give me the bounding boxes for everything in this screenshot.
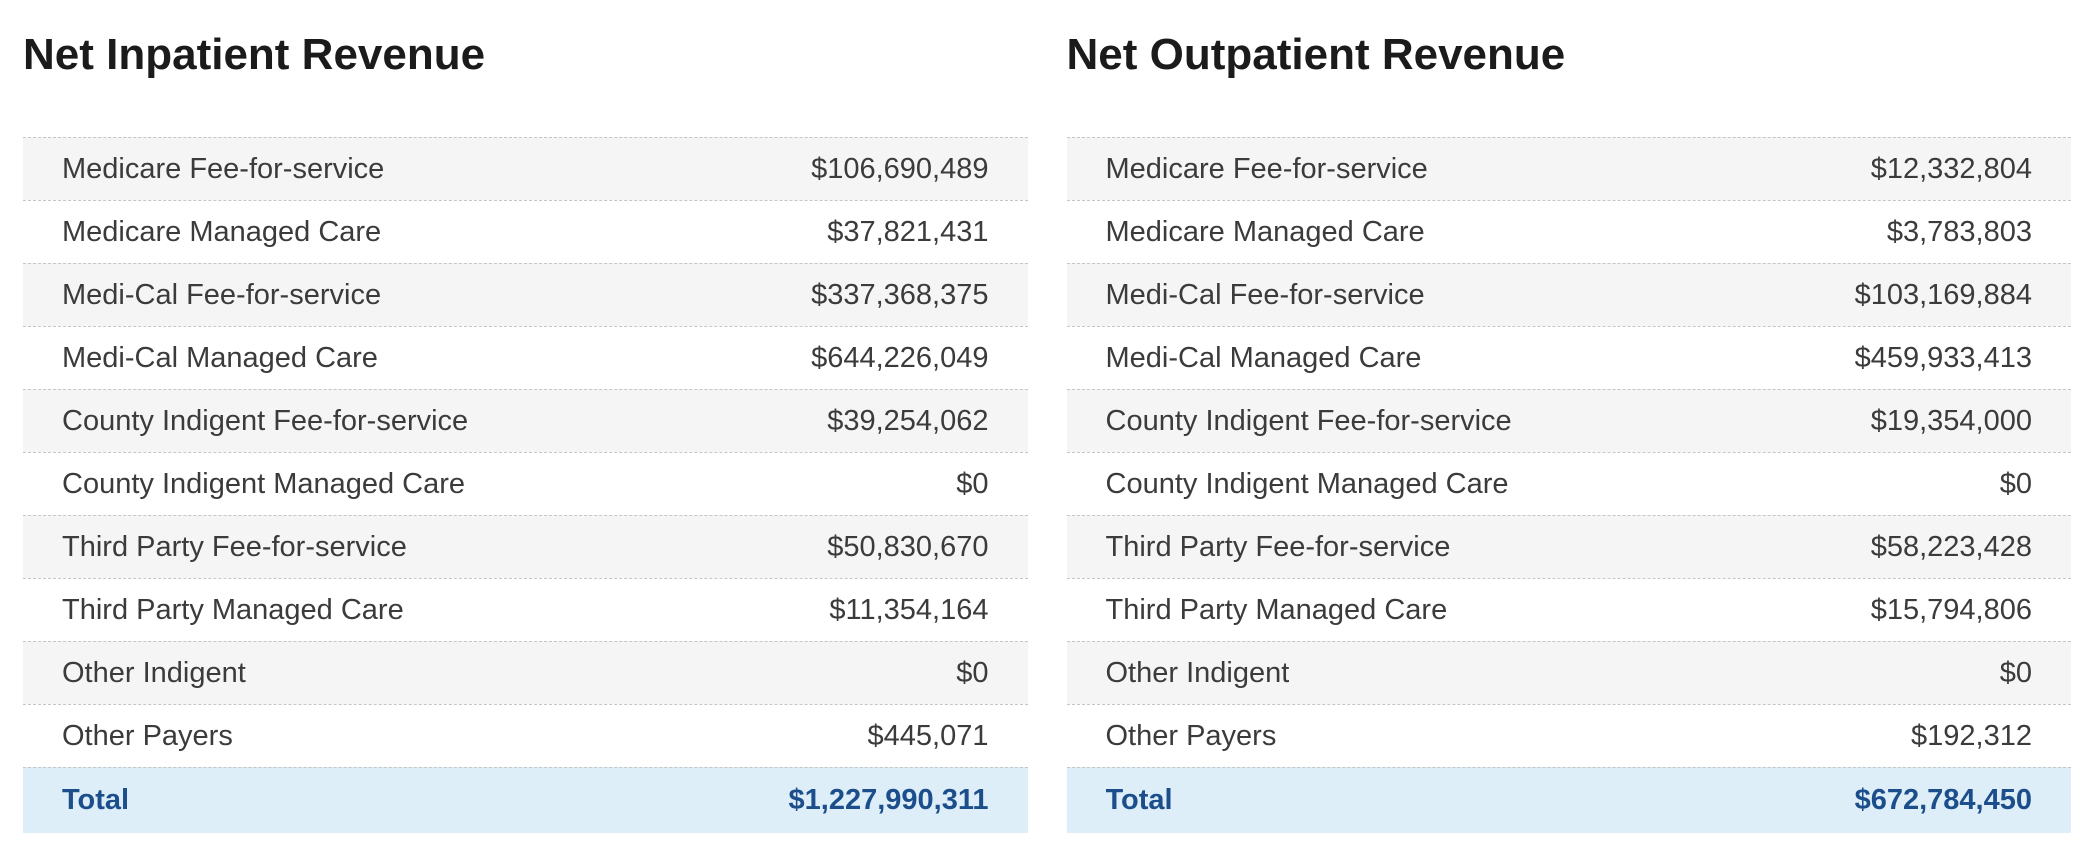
payer-label: Third Party Fee-for-service: [1105, 530, 1451, 563]
payer-label: Medicare Fee-for-service: [62, 152, 385, 185]
table-row: Third Party Managed Care $11,354,164: [23, 578, 1028, 642]
amount-value: $459,933,413: [1854, 341, 2032, 374]
table-row: Third Party Managed Care $15,794,806: [1066, 578, 2071, 642]
total-value: $1,227,990,311: [788, 784, 989, 817]
amount-value: $0: [956, 656, 989, 689]
payer-label: County Indigent Fee-for-service: [62, 404, 469, 437]
table-row: Other Indigent $0: [23, 641, 1028, 705]
inpatient-revenue-table: Medicare Fee-for-service $106,690,489 Medi…: [23, 137, 1028, 834]
total-label: Total: [62, 784, 130, 817]
amount-value: $39,254,062: [827, 404, 989, 437]
revenue-dashboard: Net Inpatient Revenue Medicare Fee-for-s…: [23, 0, 2071, 834]
payer-label: Third Party Managed Care: [1105, 593, 1448, 626]
table-row: Third Party Fee-for-service $50,830,670: [23, 515, 1028, 579]
payer-label: Medi-Cal Managed Care: [62, 341, 378, 374]
table-row: Medi-Cal Managed Care $459,933,413: [1066, 326, 2071, 390]
amount-value: $50,830,670: [827, 530, 989, 563]
payer-label: Third Party Fee-for-service: [62, 530, 407, 563]
payer-label: Other Indigent: [1105, 656, 1290, 689]
table-row: County Indigent Fee-for-service $19,354,0…: [1066, 389, 2071, 453]
amount-value: $0: [1999, 467, 2032, 500]
amount-value: $337,368,375: [811, 278, 989, 311]
payer-label: Other Indigent: [62, 656, 246, 689]
payer-label: Medicare Managed Care: [1105, 215, 1425, 248]
payer-label: Medi-Cal Fee-for-service: [1105, 278, 1425, 311]
amount-value: $15,794,806: [1870, 593, 2032, 626]
table-row: Other Payers $445,071: [23, 704, 1028, 768]
inpatient-panel-title: Net Inpatient Revenue: [23, 30, 486, 79]
payer-label: County Indigent Fee-for-service: [1105, 404, 1512, 437]
table-row: Medicare Fee-for-service $12,332,804: [1066, 137, 2071, 201]
table-row: Other Payers $192,312: [1066, 704, 2071, 768]
amount-value: $58,223,428: [1870, 530, 2032, 563]
payer-label: Medi-Cal Fee-for-service: [62, 278, 382, 311]
payer-label: Third Party Managed Care: [62, 593, 404, 626]
payer-label: Medicare Managed Care: [62, 215, 382, 248]
table-row: County Indigent Fee-for-service $39,254,0…: [23, 389, 1028, 453]
payer-label: Medicare Fee-for-service: [1105, 152, 1428, 185]
outpatient-revenue-panel: Net Outpatient Revenue Medicare Fee-for-…: [1066, 0, 2071, 834]
amount-value: $37,821,431: [827, 215, 989, 248]
payer-label: County Indigent Managed Care: [1105, 467, 1509, 500]
table-row: Medicare Managed Care $3,783,803: [1066, 200, 2071, 264]
table-row: Third Party Fee-for-service $58,223,428: [1066, 515, 2071, 579]
table-row: Other Indigent $0: [1066, 641, 2071, 705]
total-row: Total $672,784,450: [1066, 767, 2071, 834]
amount-value: $103,169,884: [1854, 278, 2032, 311]
amount-value: $0: [1999, 656, 2032, 689]
amount-value: $0: [956, 467, 989, 500]
amount-value: $106,690,489: [811, 152, 989, 185]
payer-label: Other Payers: [62, 719, 233, 752]
payer-label: Other Payers: [1105, 719, 1277, 752]
amount-value: $12,332,804: [1870, 152, 2032, 185]
amount-value: $644,226,049: [811, 341, 989, 374]
outpatient-panel-title: Net Outpatient Revenue: [1066, 30, 1566, 79]
amount-value: $192,312: [1911, 719, 2032, 752]
total-value: $672,784,450: [1854, 784, 2032, 817]
table-row: Medi-Cal Fee-for-service $103,169,884: [1066, 263, 2071, 327]
table-row: Medicare Fee-for-service $106,690,489: [23, 137, 1028, 201]
payer-label: Medi-Cal Managed Care: [1105, 341, 1422, 374]
table-row: County Indigent Managed Care $0: [23, 452, 1028, 516]
total-row: Total $1,227,990,311: [23, 767, 1028, 834]
amount-value: $19,354,000: [1870, 404, 2032, 437]
payer-label: County Indigent Managed Care: [62, 467, 466, 500]
table-row: Medicare Managed Care $37,821,431: [23, 200, 1028, 264]
amount-value: $11,354,164: [829, 593, 989, 626]
amount-value: $3,783,803: [1886, 215, 2032, 248]
table-row: Medi-Cal Managed Care $644,226,049: [23, 326, 1028, 390]
table-row: County Indigent Managed Care $0: [1066, 452, 2071, 516]
total-label: Total: [1105, 784, 1173, 817]
outpatient-revenue-table: Medicare Fee-for-service $12,332,804 Medic…: [1066, 137, 2071, 834]
table-row: Medi-Cal Fee-for-service $337,368,375: [23, 263, 1028, 327]
amount-value: $445,071: [867, 719, 989, 752]
inpatient-revenue-panel: Net Inpatient Revenue Medicare Fee-for-s…: [23, 0, 1028, 834]
